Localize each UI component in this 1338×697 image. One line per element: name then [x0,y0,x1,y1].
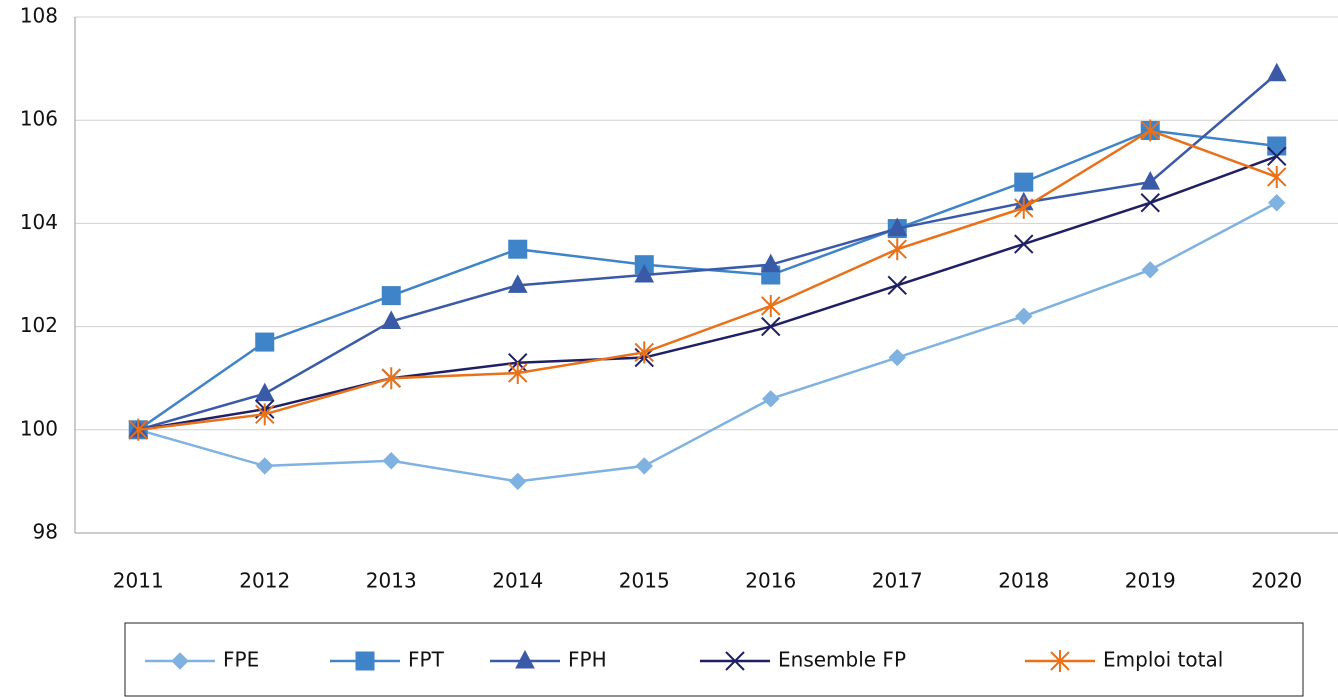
marker [508,362,528,385]
marker [128,418,148,441]
marker [1050,650,1070,672]
marker [1266,62,1287,82]
x-tick-label: 2011 [113,569,164,593]
marker [1140,119,1160,142]
x-tick-label: 2017 [872,569,923,593]
marker [635,457,653,475]
marker [254,382,275,402]
y-tick-label: 100 [20,416,58,440]
marker [255,403,275,426]
x-tick-label: 2013 [366,569,417,593]
series-line [137,201,1278,483]
marker [634,341,654,364]
legend-label: Emploi total [1103,648,1223,672]
marker [256,457,274,475]
marker [382,452,400,470]
legend-label: FPT [408,648,445,672]
marker [381,310,402,329]
marker [1014,172,1034,192]
marker [1141,261,1159,279]
x-tick-label: 2015 [619,569,670,593]
marker [762,390,780,408]
y-tick-label: 104 [20,210,58,234]
marker [255,332,275,352]
y-tick-label: 98 [33,520,58,544]
marker [1014,196,1034,219]
x-tick-label: 2020 [1251,569,1302,593]
x-tick-label: 2016 [745,569,796,593]
x-tick-label: 2019 [1125,569,1176,593]
marker [1140,193,1160,213]
marker [171,652,189,670]
legend-label: FPE [223,648,259,672]
legend-label: Ensemble FP [778,648,906,672]
marker [1267,136,1287,156]
marker [515,649,535,669]
marker [761,316,781,337]
marker [355,651,375,671]
y-tick-label: 106 [20,107,58,131]
marker [508,239,528,259]
marker [888,348,906,367]
marker [634,263,655,283]
x-tick-label: 2018 [998,569,1049,593]
marker [1267,146,1287,167]
marker [887,238,907,261]
marker [507,274,528,293]
x-tick-label: 2014 [492,569,543,593]
marker [1267,165,1287,188]
marker [1014,234,1034,254]
marker [761,294,781,317]
x-tick-label: 2012 [239,569,290,593]
marker [1015,307,1033,325]
marker [760,253,781,273]
marker [1140,171,1161,190]
series-line [137,129,1277,431]
y-tick-label: 108 [20,4,58,28]
marker [887,275,907,296]
marker [725,651,745,671]
series-line [138,129,1278,432]
marker [381,286,401,306]
legend-box [124,622,1304,697]
marker [509,472,527,491]
marker [887,217,908,237]
legend-label: FPH [568,648,607,672]
y-tick-label: 102 [20,313,58,337]
marker [1268,194,1286,212]
series-line [138,155,1278,432]
series-line [137,72,1278,432]
marker [381,367,401,390]
